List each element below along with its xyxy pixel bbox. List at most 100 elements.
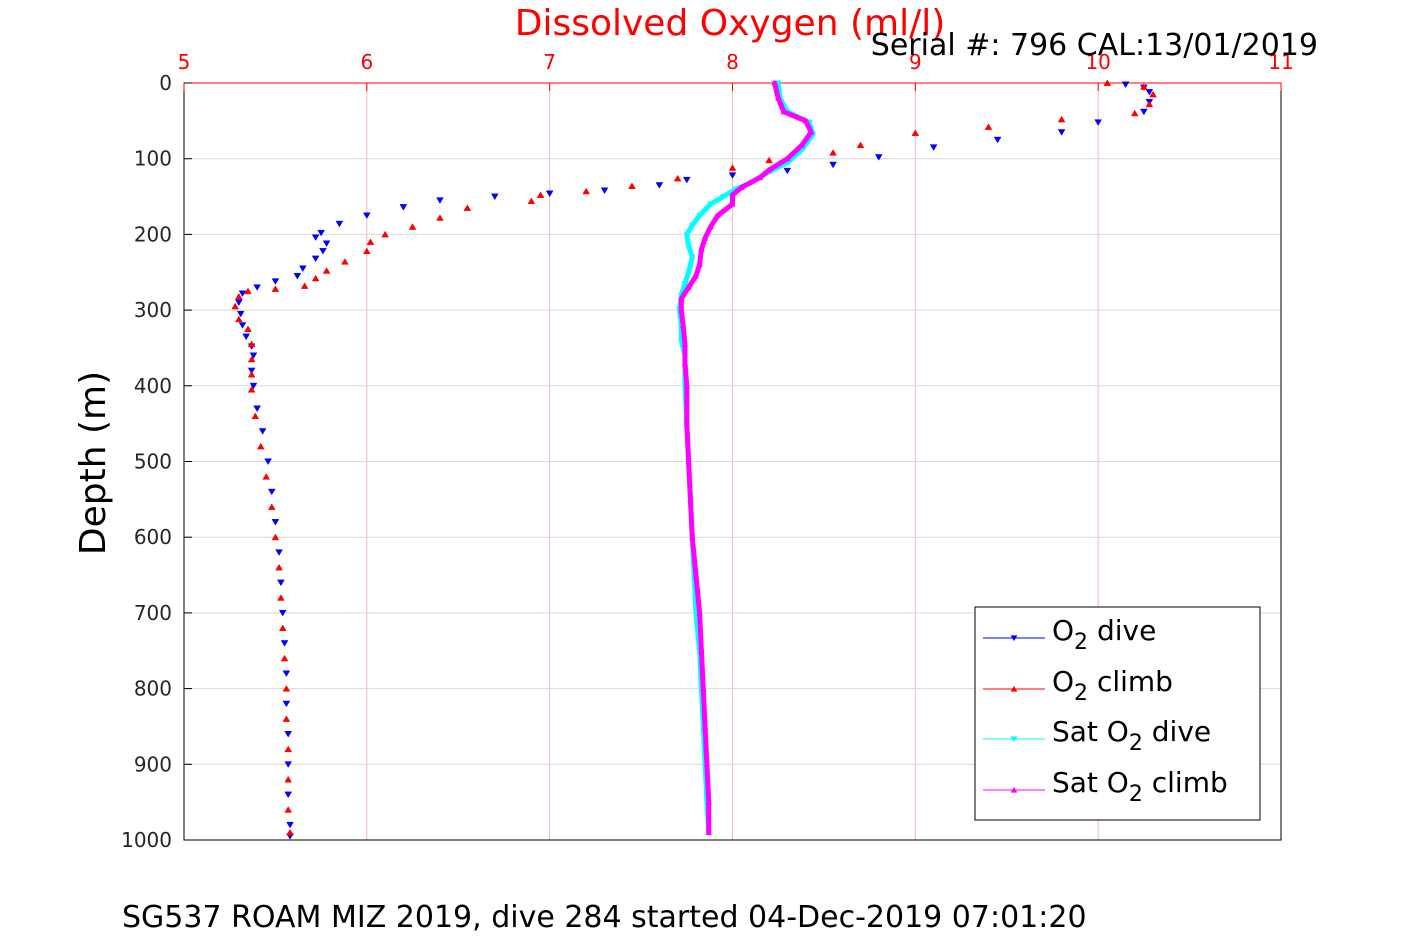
data-point-o2-dive <box>284 761 293 768</box>
data-series <box>231 79 1157 840</box>
data-point-sat-o2-climb <box>765 167 773 173</box>
data-point-o2-climb <box>1103 79 1112 86</box>
data-point-sat-o2-dive <box>683 231 691 238</box>
y-tick-label: 300 <box>134 298 172 322</box>
data-point-o2-climb <box>829 149 837 156</box>
data-point-sat-o2-climb <box>784 155 791 162</box>
data-point-o2-climb <box>463 204 472 211</box>
data-point-sat-o2-climb <box>707 223 714 230</box>
legend-subscript: 2 <box>1074 630 1088 655</box>
data-point-o2-climb <box>527 197 536 205</box>
data-point-o2-climb <box>408 223 417 230</box>
data-point-sat-o2-climb <box>681 341 689 347</box>
legend-marker <box>1010 685 1018 692</box>
y-axis-label: Depth (m) <box>73 371 114 555</box>
data-point-sat-o2-climb <box>683 382 691 389</box>
y-tick-label: 400 <box>134 374 172 398</box>
data-point-o2-climb <box>280 654 289 662</box>
data-point-o2-dive <box>293 273 302 280</box>
y-tick-label: 0 <box>159 71 172 95</box>
legend-marker <box>1010 786 1018 793</box>
data-point-o2-dive <box>993 136 1002 144</box>
data-point-o2-climb <box>322 267 331 274</box>
footer-caption: SG537 ROAM MIZ 2019, dive 284 started 04… <box>122 900 1087 935</box>
data-point-o2-climb <box>673 174 682 182</box>
data-point-o2-climb <box>436 214 444 221</box>
data-point-sat-o2-climb <box>705 829 712 835</box>
data-point-o2-climb <box>247 355 256 363</box>
axes: 5 6 7 8 9 10 11 0 100 200 300 400 500 600 700 800 900 100… <box>121 50 1294 852</box>
data-point-o2-climb <box>271 533 280 541</box>
data-point-o2-climb <box>282 715 291 722</box>
data-point-sat-o2-dive <box>720 194 727 200</box>
data-point-o2-dive <box>249 352 258 360</box>
data-point-o2-climb <box>231 302 240 310</box>
data-point-o2-climb <box>284 775 293 783</box>
data-point-o2-climb <box>282 685 291 692</box>
data-point-o2-climb <box>1145 100 1154 108</box>
legend-entry-label: Sat O2 dive <box>1052 715 1211 756</box>
legend-text: dive <box>1088 614 1156 647</box>
grid-lines <box>184 83 1281 840</box>
data-point-o2-dive <box>238 322 247 329</box>
data-point-o2-climb <box>235 315 243 323</box>
data-point-o2-dive <box>242 333 251 341</box>
data-point-o2-dive <box>399 204 408 211</box>
data-point-sat-o2-climb <box>692 273 700 279</box>
legend-text: climb <box>1088 665 1173 698</box>
x-tick-label: 10 <box>1085 50 1110 74</box>
legend-text: O <box>1052 665 1074 698</box>
data-point-o2-dive <box>929 144 938 151</box>
data-point-sat-o2-climb <box>687 496 694 502</box>
data-point-o2-climb <box>244 287 252 295</box>
data-point-sat-o2-climb <box>698 246 705 253</box>
data-point-sat-o2-climb <box>689 534 696 540</box>
data-point-o2-dive <box>286 821 294 829</box>
data-point-o2-dive <box>362 212 371 220</box>
data-point-sat-o2-climb <box>729 192 736 198</box>
data-point-sat-o2-climb <box>701 723 709 729</box>
data-point-sat-o2-climb <box>700 685 707 692</box>
data-point-o2-climb <box>341 258 349 265</box>
data-point-o2-climb <box>262 473 271 480</box>
data-point-o2-climb <box>267 503 276 510</box>
data-point-o2-dive <box>253 284 261 291</box>
data-point-o2-dive <box>311 255 320 263</box>
x-tick-label: 7 <box>543 50 556 74</box>
data-point-sat-o2-climb <box>714 212 722 218</box>
data-point-o2-dive <box>238 290 247 297</box>
legend-subscript: 2 <box>1074 681 1088 706</box>
data-point-o2-dive <box>783 167 792 175</box>
data-point-sat-o2-climb <box>705 799 712 805</box>
legend-entry-label: O2 dive <box>1052 614 1156 655</box>
data-point-o2-climb <box>536 191 545 199</box>
data-point-o2-dive <box>490 193 499 201</box>
data-point-o2-dive <box>284 791 293 799</box>
data-point-o2-climb <box>247 370 256 378</box>
data-point-o2-dive <box>235 299 243 307</box>
data-point-o2-dive <box>317 229 325 237</box>
data-point-o2-dive <box>275 549 283 556</box>
y-tick-label: 800 <box>134 677 172 701</box>
data-point-o2-dive <box>236 310 245 318</box>
data-point-sat-o2-climb <box>685 458 692 464</box>
data-point-o2-dive <box>829 161 837 169</box>
data-point-o2-dive <box>874 154 883 161</box>
serial-calibration-label: Serial #: 796 CAL:13/01/2019 <box>871 28 1318 63</box>
legend-marker <box>1010 635 1018 642</box>
data-point-sat-o2-dive <box>696 212 703 219</box>
data-point-sat-o2-climb <box>780 108 787 115</box>
data-point-o2-climb <box>856 141 865 149</box>
data-point-o2-climb <box>984 123 993 130</box>
data-point-o2-dive <box>264 458 272 466</box>
x-tick-label: 11 <box>1268 50 1293 74</box>
y-tick-label: 900 <box>134 752 172 776</box>
data-point-sat-o2-climb <box>678 307 685 313</box>
data-point-o2-climb <box>286 828 294 836</box>
data-point-o2-climb <box>277 594 285 601</box>
data-point-o2-dive <box>282 670 291 678</box>
data-point-sat-o2-climb <box>685 284 692 290</box>
data-point-o2-dive <box>247 367 256 375</box>
data-point-o2-climb <box>284 745 293 753</box>
